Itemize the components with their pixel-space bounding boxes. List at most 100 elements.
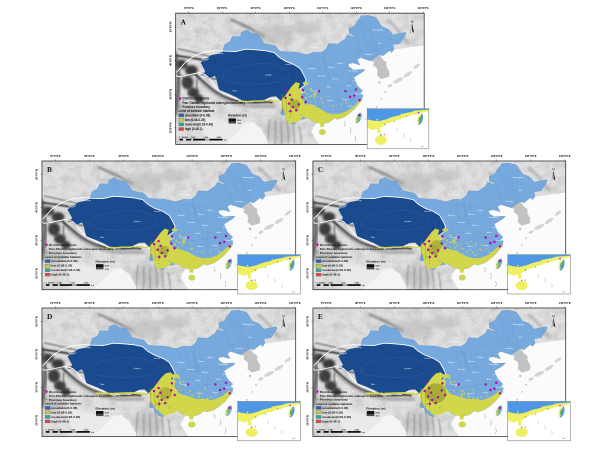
svg-text:130°0'0"E: 130°0'0"E: [384, 6, 396, 10]
svg-text:Hunan: Hunan: [467, 392, 474, 394]
svg-text:50°0'0"N: 50°0'0"N: [305, 169, 309, 180]
svg-text:C: C: [318, 165, 323, 174]
svg-text:Zhejiang: Zhejiang: [495, 240, 504, 242]
svg-text:140°0'0"E: 140°0'0"E: [418, 6, 430, 10]
svg-text:km: km: [292, 438, 295, 440]
svg-text:120°0'0"E: 120°0'0"E: [490, 300, 502, 304]
svg-text:low (0.08-0.28): low (0.08-0.28): [322, 410, 343, 414]
svg-text:9026: 9026: [104, 266, 109, 268]
svg-text:500: 500: [51, 429, 54, 431]
svg-text:1,500: 1,500: [341, 283, 346, 285]
svg-text:2,000: 2,000: [83, 283, 88, 285]
svg-text:Jilin: Jilin: [378, 42, 382, 44]
svg-text:Gansu: Gansu: [154, 357, 161, 359]
svg-text:Level of suitable habitats: Level of suitable habitats: [179, 109, 215, 113]
svg-text:30°0'0"N: 30°0'0"N: [169, 88, 173, 99]
svg-text:20°0'0"N: 20°0'0"N: [305, 414, 309, 425]
svg-text:Jilin: Jilin: [248, 190, 252, 192]
svg-text:km: km: [292, 292, 295, 294]
svg-text:Anhui: Anhui: [347, 84, 353, 87]
svg-text:high (0.48-1): high (0.48-1): [51, 273, 69, 277]
svg-text:500: 500: [51, 283, 54, 285]
svg-text:500: 500: [322, 283, 325, 285]
svg-text:Henan: Henan: [202, 371, 209, 373]
svg-text:E: E: [318, 311, 323, 320]
svg-text:Taiwan: Taiwan: [229, 410, 236, 412]
svg-text:1,000: 1,000: [328, 429, 333, 431]
svg-text:120°0'0"E: 120°0'0"E: [351, 6, 363, 10]
svg-text:Xinjiang: Xinjiang: [83, 346, 91, 348]
svg-text:40°0'0"N: 40°0'0"N: [305, 349, 309, 360]
svg-text:moderate(0.28-0.48): moderate(0.28-0.48): [185, 122, 213, 126]
svg-text:250: 250: [318, 429, 321, 431]
svg-text:-152: -152: [375, 269, 380, 271]
svg-text:Shandong: Shandong: [218, 363, 228, 365]
svg-text:Level of suitable habitats: Level of suitable habitats: [44, 401, 81, 405]
svg-text:Distribution points: Distribution points: [320, 243, 348, 247]
svg-text:N: N: [282, 168, 285, 172]
svg-text:70°0'0"E: 70°0'0"E: [50, 154, 61, 158]
svg-text:130°0'0"E: 130°0'0"E: [254, 154, 266, 158]
svg-text:250: 250: [182, 137, 185, 139]
svg-text:140°0'0"E: 140°0'0"E: [559, 154, 571, 158]
svg-text:9026: 9026: [104, 412, 109, 414]
svg-text:Tibet: Tibet: [370, 382, 375, 385]
svg-text:1,500: 1,500: [70, 429, 75, 431]
svg-text:9026: 9026: [375, 412, 380, 414]
svg-text:Nei Mongol: Nei Mongol: [178, 194, 189, 196]
svg-text:km: km: [362, 431, 365, 433]
svg-text:90°0'0"E: 90°0'0"E: [118, 154, 129, 158]
svg-text:90°0'0"E: 90°0'0"E: [389, 300, 400, 304]
svg-text:2,000: 2,000: [83, 429, 88, 431]
svg-text:Tibet: Tibet: [232, 89, 237, 92]
svg-text:Level of suitable habitats: Level of suitable habitats: [315, 401, 352, 405]
svg-text:Xinjiang: Xinjiang: [83, 200, 91, 202]
svg-text:Zhejiang: Zhejiang: [355, 93, 364, 95]
svg-text:30°0'0"N: 30°0'0"N: [305, 235, 309, 246]
svg-text:Ningxia: Ningxia: [177, 215, 185, 217]
svg-text:Hebei: Hebei: [338, 63, 344, 65]
svg-text:Heilongjiang: Heilongjiang: [512, 177, 524, 179]
svg-text:Hunan: Hunan: [197, 246, 204, 248]
svg-text:Shandong: Shandong: [348, 70, 358, 72]
svg-text:km: km: [224, 139, 227, 141]
svg-text:Hebei: Hebei: [477, 356, 483, 358]
svg-text:Shanxi: Shanxi: [468, 360, 475, 362]
svg-text:Gansu: Gansu: [285, 64, 292, 66]
svg-text:70°0'0"E: 70°0'0"E: [184, 6, 194, 10]
svg-text:Province boundary: Province boundary: [49, 251, 77, 255]
svg-text:unsuitable(0-0.08): unsuitable(0-0.08): [51, 406, 77, 410]
svg-text:Jiangsu: Jiangsu: [222, 373, 230, 375]
svg-text:110°0'0"E: 110°0'0"E: [186, 154, 198, 158]
svg-text:Jiangsu: Jiangsu: [352, 80, 360, 82]
svg-text:km: km: [362, 285, 365, 287]
svg-text:unsuitable(0-0.08): unsuitable(0-0.08): [322, 259, 348, 263]
svg-text:moderate(0.28-0.48): moderate(0.28-0.48): [51, 415, 80, 419]
svg-text:Qinghai: Qinghai: [404, 367, 412, 369]
svg-text:Hubei: Hubei: [195, 233, 201, 235]
svg-text:Hebei: Hebei: [477, 210, 483, 212]
svg-text:9026: 9026: [375, 266, 380, 268]
svg-text:km: km: [421, 146, 424, 148]
svg-text:Shandong: Shandong: [488, 363, 498, 365]
svg-text:Jiangsu: Jiangsu: [222, 227, 230, 229]
svg-text:Taiwan: Taiwan: [500, 264, 507, 266]
svg-text:100°0'0"E: 100°0'0"E: [152, 300, 164, 304]
svg-text:low (0.08-0.28): low (0.08-0.28): [322, 264, 343, 268]
svg-text:Jiangxi: Jiangxi: [342, 98, 349, 100]
svg-text:moderate(0.28-0.48): moderate(0.28-0.48): [322, 415, 351, 419]
svg-text:Elevation (m): Elevation (m): [366, 260, 385, 264]
svg-text:Anhui: Anhui: [486, 231, 492, 234]
svg-text:30°0'0"N: 30°0'0"N: [305, 382, 309, 393]
svg-text:Pan-Tibetan Highlands subregio: Pan-Tibetan Highlands subregion boundary: [49, 247, 114, 251]
svg-text:Henan: Henan: [332, 78, 339, 80]
svg-text:110°0'0"E: 110°0'0"E: [456, 300, 468, 304]
svg-text:Nei Mongol: Nei Mongol: [310, 46, 321, 48]
svg-text:Zhejiang: Zhejiang: [225, 386, 234, 388]
svg-text:Tibet: Tibet: [370, 236, 375, 239]
svg-text:Province boundary: Province boundary: [49, 397, 77, 401]
svg-text:40°0'0"N: 40°0'0"N: [34, 202, 38, 213]
svg-text:Level of suitable habitats: Level of suitable habitats: [44, 255, 81, 259]
svg-text:120°0'0"E: 120°0'0"E: [220, 300, 232, 304]
svg-text:1,500: 1,500: [70, 283, 75, 285]
